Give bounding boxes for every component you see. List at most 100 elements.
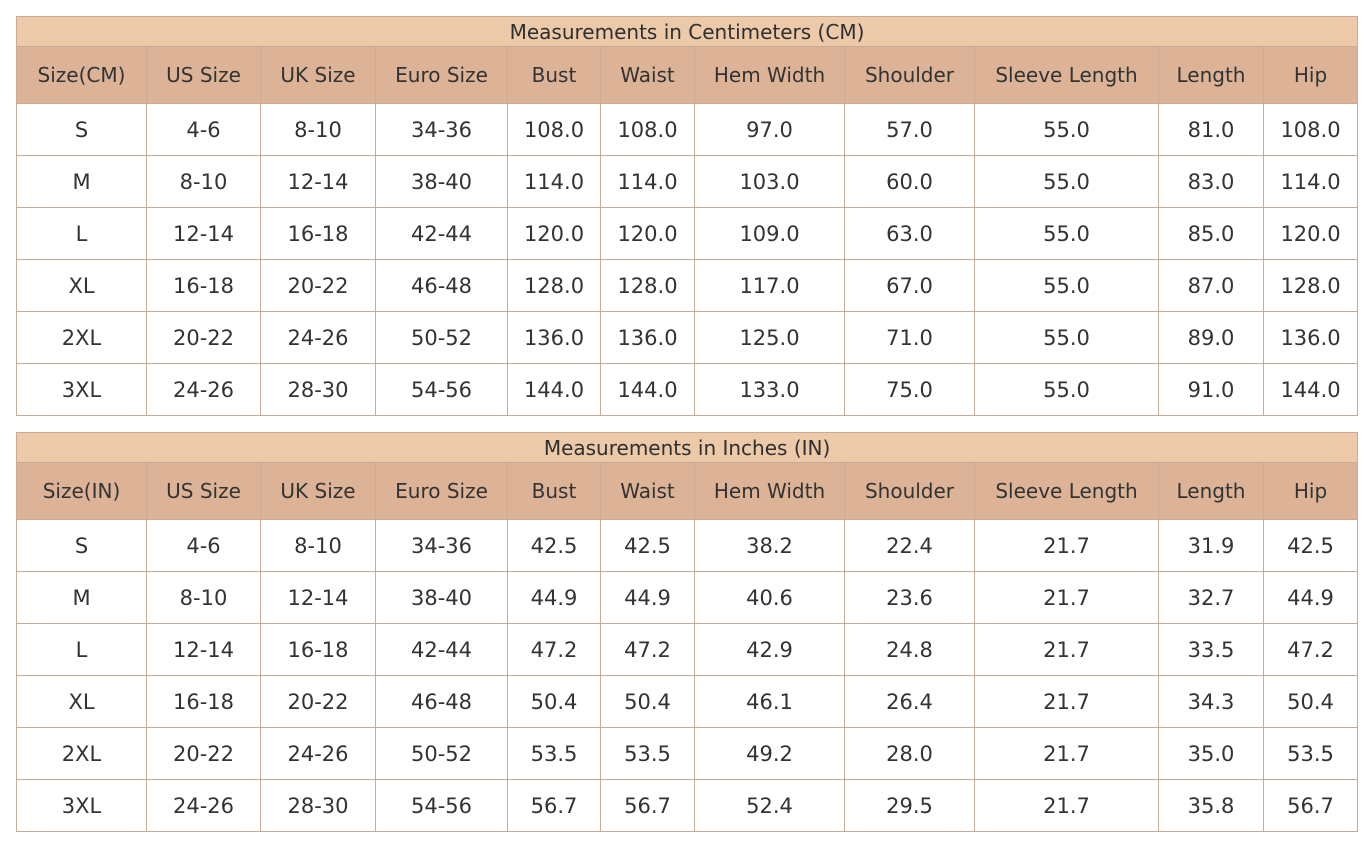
table-cell: 114.0 xyxy=(600,155,695,208)
table-cell: 56.7 xyxy=(600,779,695,832)
table-cell: 117.0 xyxy=(694,259,845,312)
table-cell: 4-6 xyxy=(146,103,261,156)
column-header-bust: Bust xyxy=(507,462,601,520)
column-header-us-size: US Size xyxy=(146,462,261,520)
column-header-length: Length xyxy=(1158,462,1264,520)
table-cell: 108.0 xyxy=(507,103,601,156)
table-cell: 40.6 xyxy=(694,571,845,624)
column-header-hem-width: Hem Width xyxy=(694,462,845,520)
table-cell: 91.0 xyxy=(1158,363,1264,416)
table-cell: 44.9 xyxy=(507,571,601,624)
table-row: L 12-14 16-18 42-44 120.0 120.0 109.0 63.0 55.0 8… xyxy=(16,207,1358,260)
table-cell: 24-26 xyxy=(146,363,261,416)
table-cell: 71.0 xyxy=(844,311,975,364)
table-cell: 55.0 xyxy=(974,155,1159,208)
column-header-hem-width: Hem Width xyxy=(694,46,845,104)
table-cell: 21.7 xyxy=(974,779,1159,832)
table-cell: 47.2 xyxy=(600,623,695,676)
table-cell: 12-14 xyxy=(260,571,376,624)
table-cell: 16-18 xyxy=(146,675,261,728)
table-row: M 8-10 12-14 38-40 44.9 44.9 40.6 23.6 21.7 32.7 4… xyxy=(16,571,1359,624)
table-cell: 128.0 xyxy=(507,259,601,312)
table-cell: 50-52 xyxy=(375,311,508,364)
table-cell: 34.3 xyxy=(1158,675,1264,728)
table-cell: 120.0 xyxy=(507,207,601,260)
table-cell: 108.0 xyxy=(600,103,695,156)
table-cell: 8-10 xyxy=(260,103,376,156)
table-cell: 35.0 xyxy=(1158,727,1264,780)
table-cell: 50.4 xyxy=(600,675,695,728)
table-row: L 12-14 16-18 42-44 47.2 47.2 42.9 24.8 21.7 33.5… xyxy=(16,623,1359,676)
table-cell: 81.0 xyxy=(1158,103,1264,156)
table-cell: 136.0 xyxy=(507,311,601,364)
table-body: S 4-6 8-10 34-36 108.0 108.0 97.0 57.0 55.0 81.0 1… xyxy=(16,103,1358,416)
table-row: XL 16-18 20-22 46-48 128.0 128.0 117.0 67.0 55.0… xyxy=(16,259,1358,312)
table-cell: 34-36 xyxy=(375,519,508,572)
table-cell: 42-44 xyxy=(375,207,508,260)
column-header-us-size: US Size xyxy=(146,46,261,104)
table-cell: 47.2 xyxy=(507,623,601,676)
table-cell: 55.0 xyxy=(974,207,1159,260)
table-title: Measurements in Inches (IN) xyxy=(15,432,1359,463)
table-row: S 4-6 8-10 34-36 108.0 108.0 97.0 57.0 55.0 81.0 1… xyxy=(16,103,1358,156)
table-cell: 21.7 xyxy=(974,675,1159,728)
table-cell: 32.7 xyxy=(1158,571,1264,624)
table-cell: 8-10 xyxy=(260,519,376,572)
table-cell: 55.0 xyxy=(974,259,1159,312)
table-cell: 136.0 xyxy=(1263,311,1358,364)
column-header-length: Length xyxy=(1158,46,1264,104)
table-cell: 20-22 xyxy=(260,259,376,312)
table-cell: 38.2 xyxy=(694,519,845,572)
table-cell: 24-26 xyxy=(146,779,261,832)
table-cell: 144.0 xyxy=(600,363,695,416)
table-cell: 97.0 xyxy=(694,103,845,156)
table-cell: 83.0 xyxy=(1158,155,1264,208)
table-cell: 144.0 xyxy=(1263,363,1358,416)
table-cell: 16-18 xyxy=(260,207,376,260)
table-header-row: Size(CM) US Size UK Size Euro Size Bust … xyxy=(16,46,1358,104)
table-cell: 42.9 xyxy=(694,623,845,676)
table-cell: 35.8 xyxy=(1158,779,1264,832)
table-row: 2XL 20-22 24-26 50-52 53.5 53.5 49.2 28.0 21.7 35… xyxy=(16,727,1359,780)
table-cell: 24-26 xyxy=(260,727,376,780)
table-cell: 114.0 xyxy=(1263,155,1358,208)
column-header-shoulder: Shoulder xyxy=(844,462,975,520)
table-cell: 63.0 xyxy=(844,207,975,260)
column-header-sleeve-length: Sleeve Length xyxy=(974,46,1159,104)
table-cell: 44.9 xyxy=(600,571,695,624)
table-cell: 38-40 xyxy=(375,155,508,208)
table-cell: 57.0 xyxy=(844,103,975,156)
table-cell: 54-56 xyxy=(375,779,508,832)
table-cell: 28-30 xyxy=(260,779,376,832)
table-cell: 56.7 xyxy=(507,779,601,832)
table-cell: 20-22 xyxy=(146,727,261,780)
size-label-cell: S xyxy=(16,519,147,572)
table-cell: 20-22 xyxy=(260,675,376,728)
size-label-cell: M xyxy=(16,155,147,208)
table-cell: 4-6 xyxy=(146,519,261,572)
table-cell: 24.8 xyxy=(844,623,975,676)
size-label-cell: 3XL xyxy=(16,363,147,416)
table-cell: 28.0 xyxy=(844,727,975,780)
table-cell: 21.7 xyxy=(974,571,1159,624)
table-cell: 114.0 xyxy=(507,155,601,208)
table-cell: 16-18 xyxy=(260,623,376,676)
table-cell: 46.1 xyxy=(694,675,845,728)
table-title: Measurements in Centimeters (CM) xyxy=(16,16,1358,47)
table-cell: 38-40 xyxy=(375,571,508,624)
table-row: M 8-10 12-14 38-40 114.0 114.0 103.0 60.0 55.0 83… xyxy=(16,155,1358,208)
table-row: 3XL 24-26 28-30 54-56 56.7 56.7 52.4 29.5 21.7 35… xyxy=(16,779,1359,832)
size-label-cell: 2XL xyxy=(16,727,147,780)
table-row: XL 16-18 20-22 46-48 50.4 50.4 46.1 26.4 21.7 34.… xyxy=(16,675,1359,728)
column-header-uk-size: UK Size xyxy=(260,462,376,520)
table-cell: 12-14 xyxy=(260,155,376,208)
table-row: 2XL 20-22 24-26 50-52 136.0 136.0 125.0 71.0 55.… xyxy=(16,311,1358,364)
column-header-shoulder: Shoulder xyxy=(844,46,975,104)
table-cell: 133.0 xyxy=(694,363,845,416)
table-cell: 120.0 xyxy=(1263,207,1358,260)
table-cell: 28-30 xyxy=(260,363,376,416)
table-header-row: Size(IN) US Size UK Size Euro Size Bust … xyxy=(16,462,1359,520)
table-cell: 33.5 xyxy=(1158,623,1264,676)
column-header-euro-size: Euro Size xyxy=(375,462,508,520)
table-cell: 42-44 xyxy=(375,623,508,676)
